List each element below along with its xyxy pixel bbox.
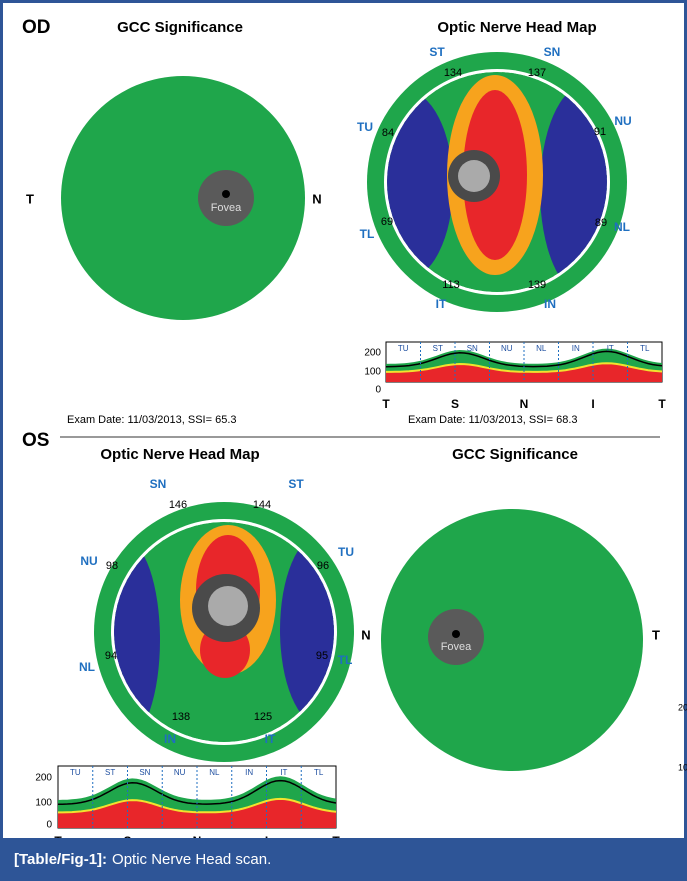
sector-label: ST: [433, 344, 443, 353]
sector-value: 113: [442, 279, 460, 291]
gcc-side: T: [652, 627, 660, 642]
gcc-map: [381, 509, 643, 771]
caption-label: [Table/Fig-1]:: [14, 851, 107, 868]
sector-label: NL: [79, 660, 95, 674]
cup: [458, 160, 490, 192]
sector-label: TU: [398, 344, 409, 353]
sector-value: 98: [106, 560, 118, 572]
sector-label: IN: [572, 344, 580, 353]
sector-value: 137: [528, 67, 546, 79]
cup: [208, 586, 248, 626]
exam-date: Exam Date: 11/03/2013, SSI= 68.3: [408, 414, 578, 426]
sector-label: NU: [80, 554, 97, 568]
sector-label: SN: [139, 768, 150, 777]
sector-label: IN: [245, 768, 253, 777]
sector-label: IT: [436, 297, 447, 311]
sector-value: 84: [382, 127, 394, 139]
fovea-dot: [222, 190, 230, 198]
caption: [Table/Fig-1]: Optic Nerve Head scan.: [14, 851, 271, 868]
sector-label: NU: [614, 114, 631, 128]
sector-label: TU: [70, 768, 81, 777]
y-tick-label: 200: [364, 348, 381, 359]
sector-label: TL: [338, 653, 353, 667]
sector-label: SN: [150, 477, 167, 491]
sector-label: IT: [607, 344, 614, 353]
x-label: T: [658, 397, 666, 411]
sector-value: 69: [381, 216, 393, 228]
fovea-label: Fovea: [211, 202, 242, 214]
sector-value: 94: [105, 650, 117, 662]
gcc-title: GCC Significance: [117, 19, 243, 36]
sector-label: IN: [544, 297, 556, 311]
sector-label: SN: [544, 45, 561, 59]
sector-label: ST: [288, 477, 304, 491]
sector-label: TL: [640, 344, 650, 353]
gcc-map: [61, 76, 305, 320]
x-label: S: [451, 397, 459, 411]
sector-value: 139: [528, 279, 546, 291]
sector-value: 89: [595, 217, 607, 229]
sector-label: IN: [164, 732, 176, 746]
sector-label: TL: [360, 227, 375, 241]
sector-label: SN: [467, 344, 478, 353]
sector-value: 144: [253, 499, 271, 511]
fovea-dot: [452, 630, 460, 638]
y-tick-label: 100: [364, 367, 381, 378]
sector-label: IT: [265, 732, 276, 746]
x-label: N: [520, 397, 529, 411]
stray-text: 10: [678, 762, 687, 772]
sector-value: 138: [172, 711, 190, 723]
sector-value: 146: [169, 499, 187, 511]
sector-label: TU: [357, 120, 373, 134]
sector-label: NL: [209, 768, 220, 777]
y-tick-label: 200: [35, 773, 52, 784]
sector-label: NL: [536, 344, 547, 353]
sector-label: NL: [614, 220, 630, 234]
sector-value: 125: [254, 711, 272, 723]
sector-label: NU: [501, 344, 513, 353]
sector-label: ST: [105, 768, 115, 777]
sector-label: IT: [280, 768, 287, 777]
onh-title: Optic Nerve Head Map: [100, 446, 259, 463]
y-tick-label: 100: [35, 798, 52, 809]
gcc-side: T: [26, 191, 34, 206]
x-label: I: [591, 397, 594, 411]
caption-text: Optic Nerve Head scan.: [112, 851, 271, 868]
sector-value: 91: [594, 126, 606, 138]
eye-label: OD: [22, 17, 51, 38]
sector-label: NU: [174, 768, 186, 777]
sector-label: TU: [338, 545, 354, 559]
sector-label: TL: [314, 768, 324, 777]
y-tick-label: 0: [46, 820, 52, 831]
x-label: T: [382, 397, 390, 411]
fovea-label: Fovea: [441, 641, 472, 653]
onh-title: Optic Nerve Head Map: [437, 19, 596, 36]
sector-label: ST: [429, 45, 445, 59]
y-tick-label: 0: [375, 385, 381, 396]
sector-value: 95: [316, 650, 328, 662]
gcc-side: N: [361, 627, 370, 642]
eye-label: OS: [22, 430, 49, 451]
sector-value: 134: [444, 67, 462, 79]
exam-date: Exam Date: 11/03/2013, SSI= 65.3: [67, 414, 237, 426]
gcc-side: N: [312, 191, 321, 206]
stray-text: 20: [678, 702, 687, 712]
sector-value: 96: [317, 560, 329, 572]
gcc-title: GCC Significance: [452, 446, 578, 463]
figure: OD GCC Significance Fovea T N Optic Nerv…: [0, 0, 687, 881]
